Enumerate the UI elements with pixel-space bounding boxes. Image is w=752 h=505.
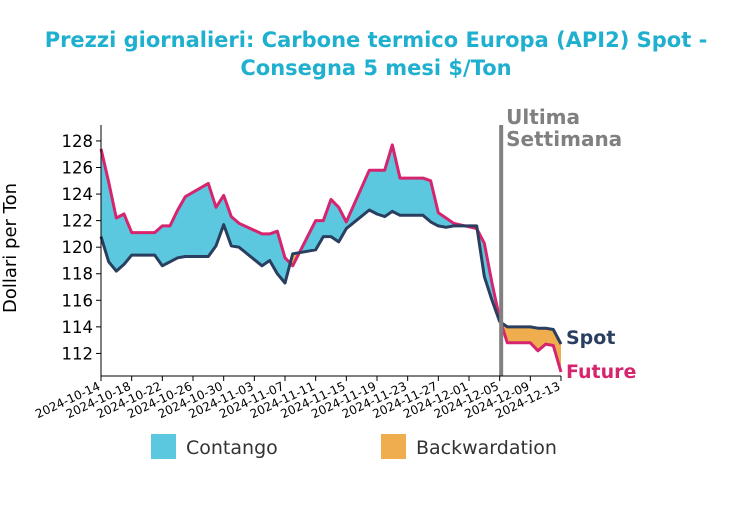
legend-label-backwardation: Backwardation [416, 437, 557, 459]
last-week-label-1: Settimana [506, 127, 622, 151]
legend-swatch-contango [151, 434, 176, 459]
legend: Contango Backwardation [151, 434, 557, 459]
y-tick-label-116: 116 [62, 291, 94, 310]
spot-line [99, 208, 563, 345]
future-line [99, 143, 563, 373]
y-tick-label-128: 128 [62, 132, 94, 151]
series-end-labels: Spot Future [566, 327, 636, 383]
legend-swatch-backwardation [381, 434, 406, 459]
chart-title-line-1: Prezzi giornalieri: Carbone termico Euro… [45, 28, 708, 52]
chart-title-line-2: Consegna 5 mesi $/Ton [240, 56, 511, 80]
y-tick-label-118: 118 [62, 265, 94, 284]
last-week-label-0: Ultima [506, 105, 580, 129]
y-axis-label: Dollari per Ton [0, 183, 21, 313]
y-tick-label-120: 120 [62, 238, 94, 257]
y-tick-label-122: 122 [62, 212, 94, 231]
y-tick-label-124: 124 [62, 185, 94, 204]
future-end-label: Future [566, 361, 636, 383]
contango-area-0 [101, 148, 291, 283]
area-fills [101, 144, 561, 372]
series-lines [99, 143, 563, 373]
contango-area-2 [299, 144, 466, 253]
y-tick-label-112: 112 [62, 344, 94, 363]
legend-label-contango: Contango [186, 437, 278, 459]
y-tick-label-114: 114 [62, 318, 94, 337]
spot-end-label: Spot [566, 327, 615, 349]
backwardation-area-5 [500, 322, 561, 372]
y-tick-label-126: 126 [62, 158, 94, 177]
